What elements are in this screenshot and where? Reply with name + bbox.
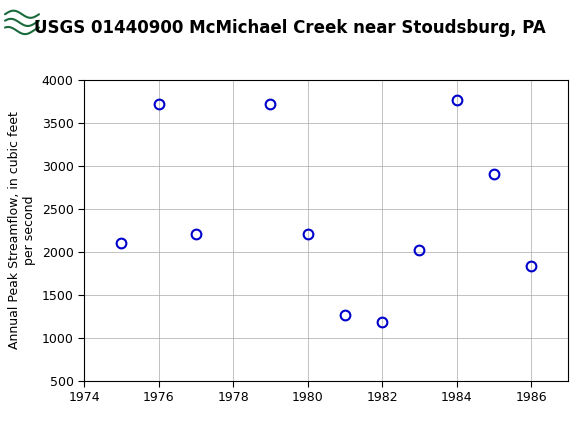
Bar — [4, 3, 40, 36]
Text: USGS 01440900 McMichael Creek near Stoudsburg, PA: USGS 01440900 McMichael Creek near Stoud… — [34, 19, 546, 37]
Text: USGS: USGS — [46, 10, 106, 29]
Y-axis label: Annual Peak Streamflow, in cubic feet
per second: Annual Peak Streamflow, in cubic feet pe… — [8, 111, 37, 349]
